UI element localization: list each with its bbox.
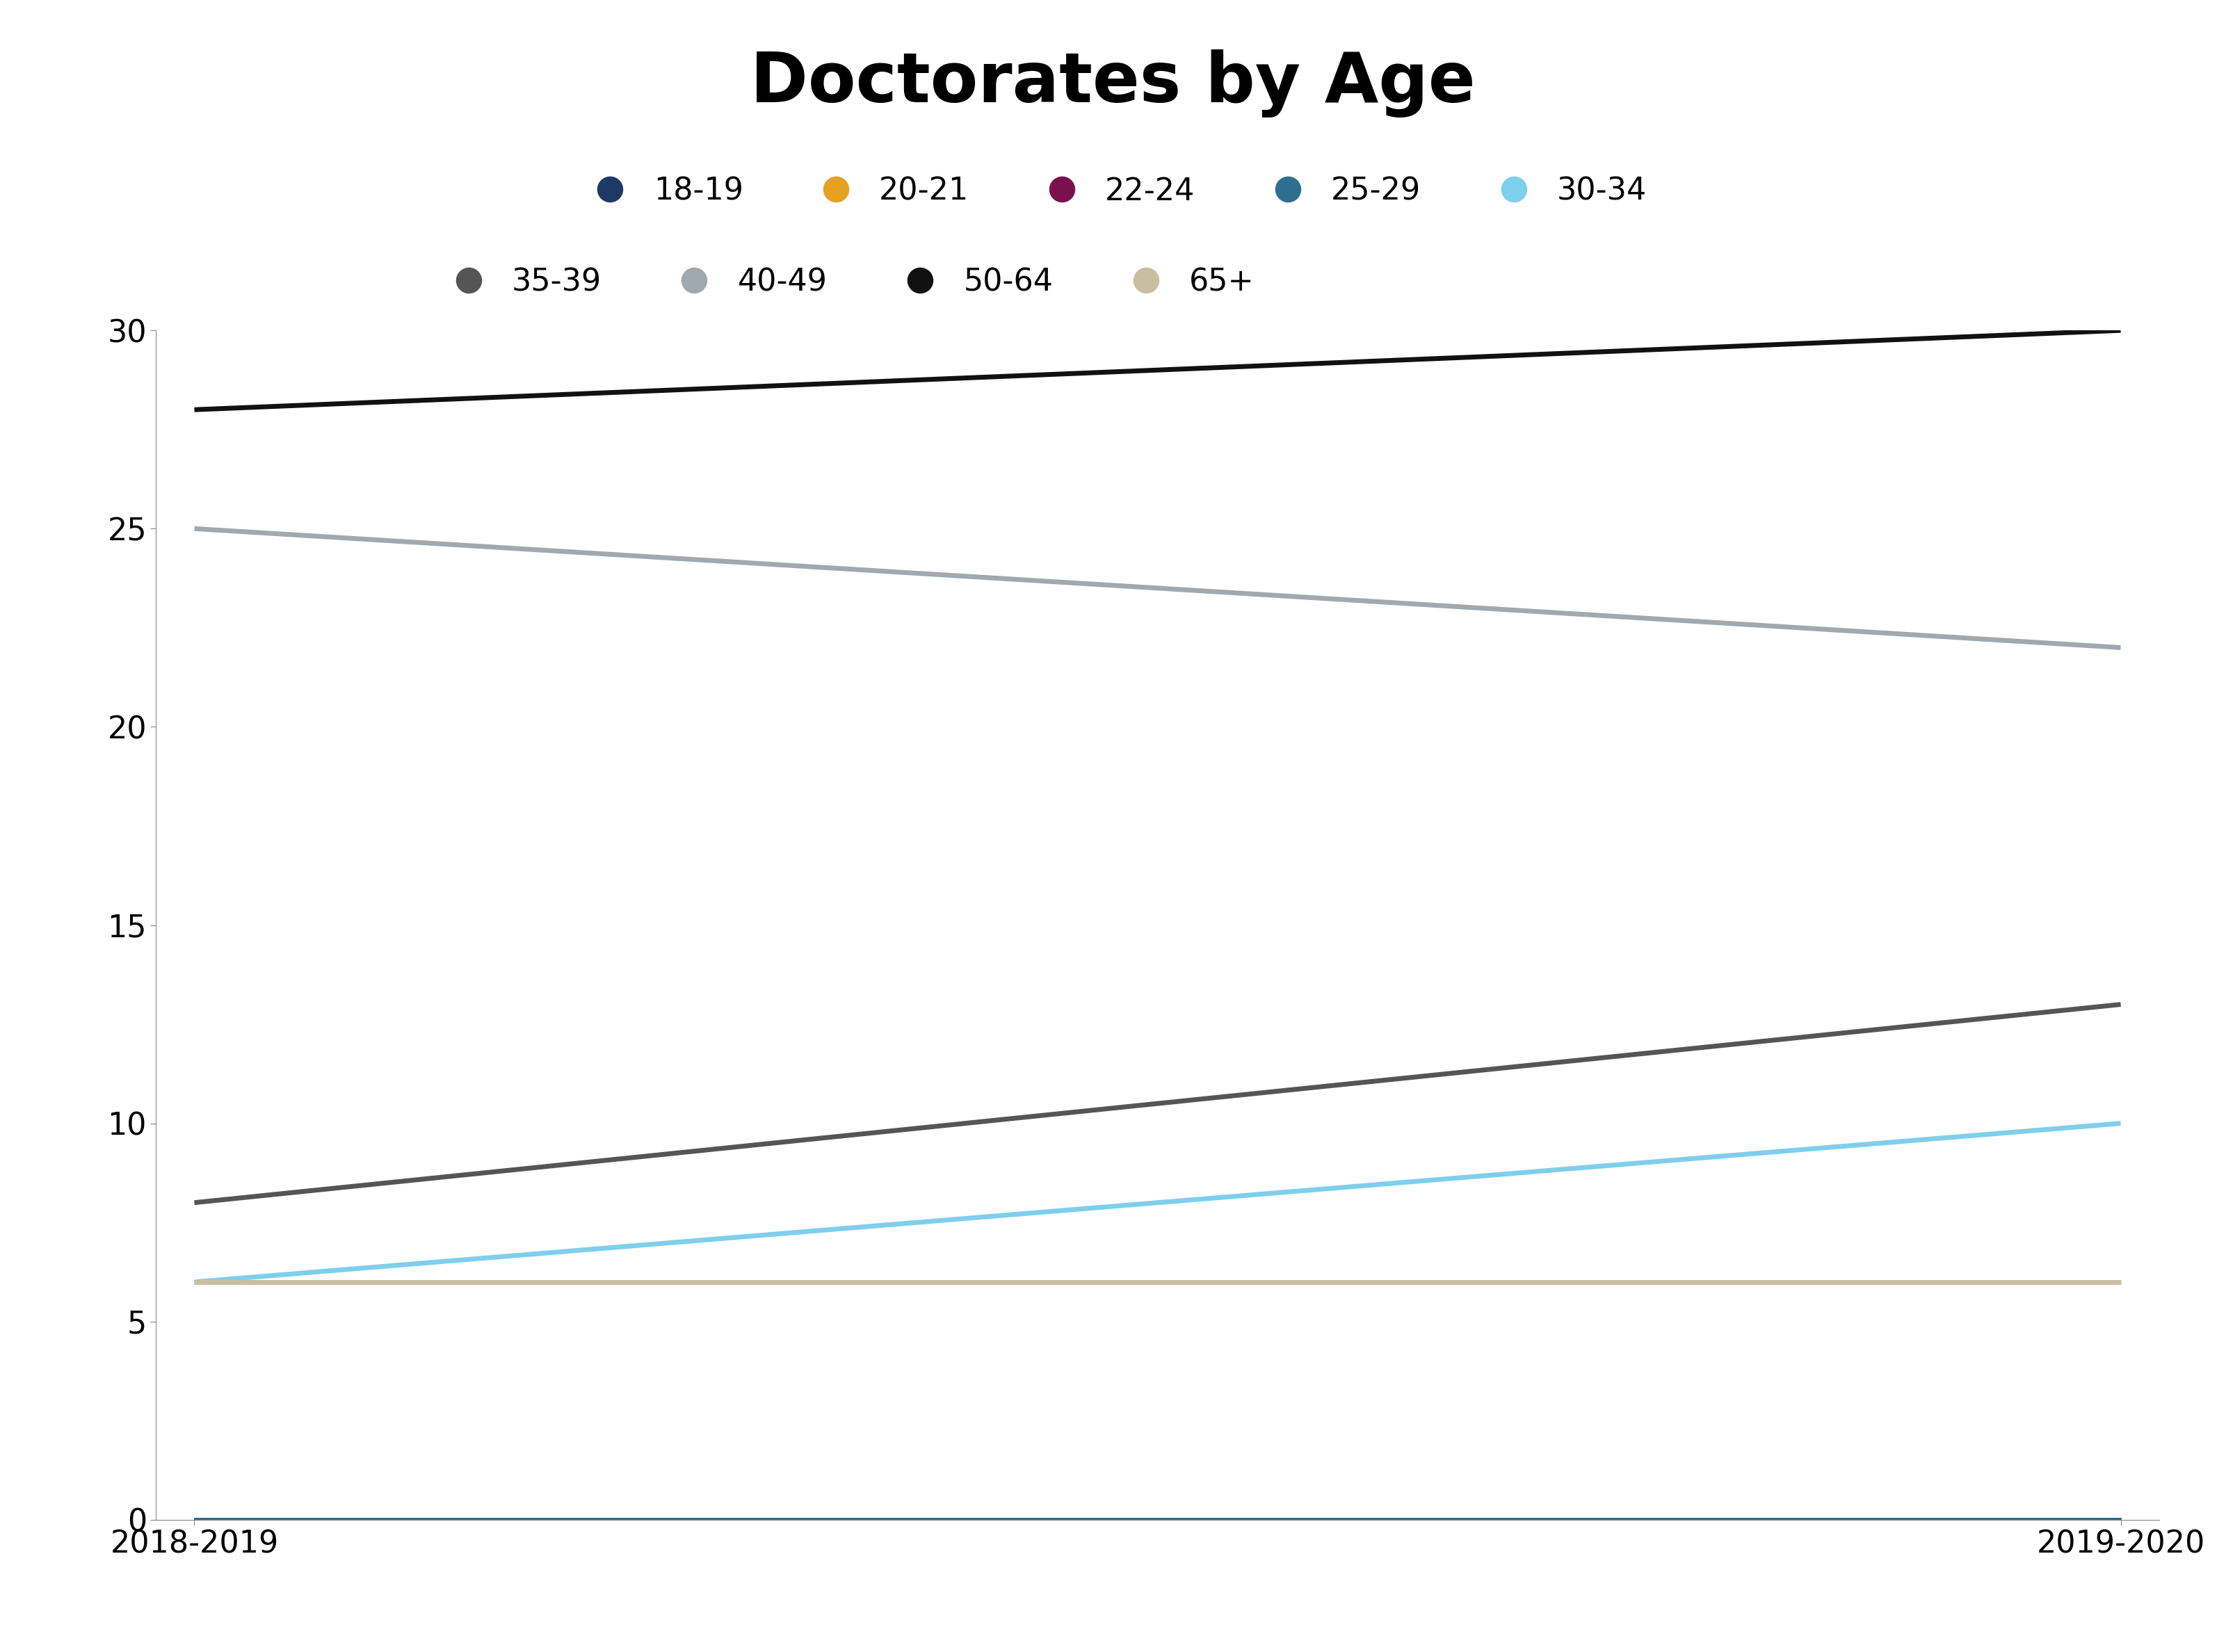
Text: Doctorates by Age: Doctorates by Age — [750, 50, 1476, 117]
Legend: 18-19, 20-21, 22-24, 25-29, 30-34: 18-19, 20-21, 22-24, 25-29, 30-34 — [568, 164, 1658, 218]
Legend: 35-39, 40-49, 50-64, 65+: 35-39, 40-49, 50-64, 65+ — [425, 254, 1267, 309]
